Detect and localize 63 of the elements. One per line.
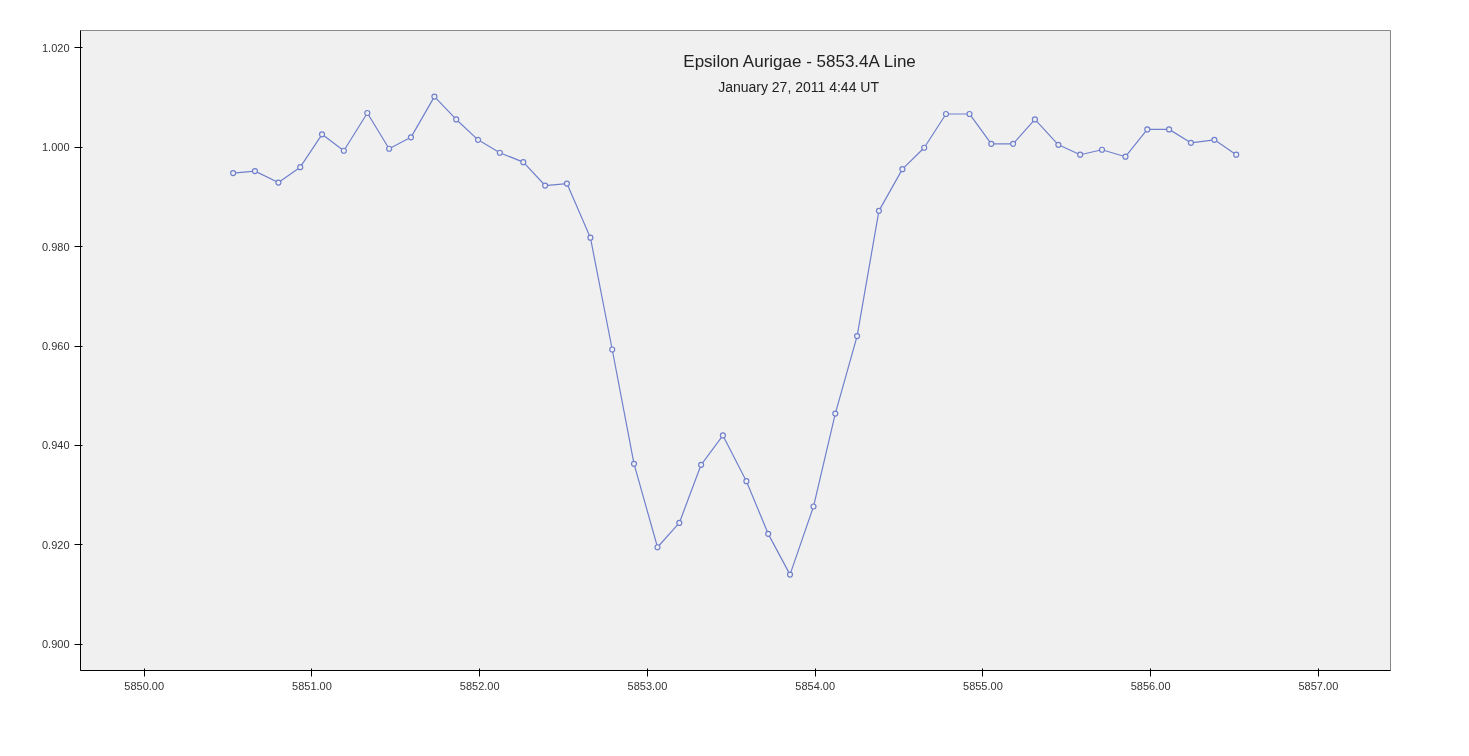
point [719,432,727,439]
point [875,207,883,214]
point [921,144,928,151]
point [275,179,282,186]
point [340,147,347,154]
y-tick-label: 0.900 [41,638,70,651]
x-tick-label: 5852.00 [459,679,500,692]
point [230,170,237,177]
point [297,164,304,171]
point [988,140,995,147]
y-tick-label: 0.960 [41,340,70,353]
point [810,503,817,510]
point [765,530,772,537]
point [364,109,371,117]
x-tick-label: 5853.00 [627,679,668,692]
point [251,168,259,175]
point [563,180,571,187]
y-tick-label: 1.020 [41,41,70,54]
text: January 27, 2011 4:44 UT [718,78,880,95]
point [1098,146,1106,153]
text: Epsilon Aurigae - 5853.4A Line [683,51,916,71]
point [1122,153,1129,160]
point [698,461,705,468]
point [676,519,683,527]
point [630,460,638,467]
point [832,410,839,417]
point [386,145,393,152]
point [1077,151,1084,158]
x-tick-label: 5854.00 [795,679,836,692]
point [1187,139,1194,146]
y-tick-label: 0.980 [41,240,70,253]
point [1055,141,1062,148]
point [1165,126,1173,133]
point [496,149,503,156]
point [1031,116,1038,123]
x-tick-label: 5851.00 [292,679,332,692]
point [654,544,661,551]
point [609,346,616,353]
point [942,110,950,118]
point [854,332,861,340]
point [786,571,794,578]
y-tick-label: 0.940 [41,439,70,452]
x-tick-label: 5857.00 [1298,679,1339,692]
point [587,234,594,241]
point [407,134,415,141]
point [1144,126,1151,133]
y-tick-label: 1.000 [41,141,70,154]
point [1211,136,1218,143]
point [1010,140,1017,147]
point [474,136,482,143]
point [1233,151,1240,158]
x-tick-label: 5855.00 [963,679,1003,692]
point [542,182,549,189]
point [453,116,460,123]
point [318,131,326,138]
point [899,166,906,173]
x-tick-label: 5856.00 [1130,679,1171,692]
x-tick-label: 5850.00 [124,679,165,692]
point [431,93,438,100]
y-tick-label: 0.920 [41,538,70,551]
point [966,110,973,118]
point [743,478,750,485]
point [520,159,527,166]
